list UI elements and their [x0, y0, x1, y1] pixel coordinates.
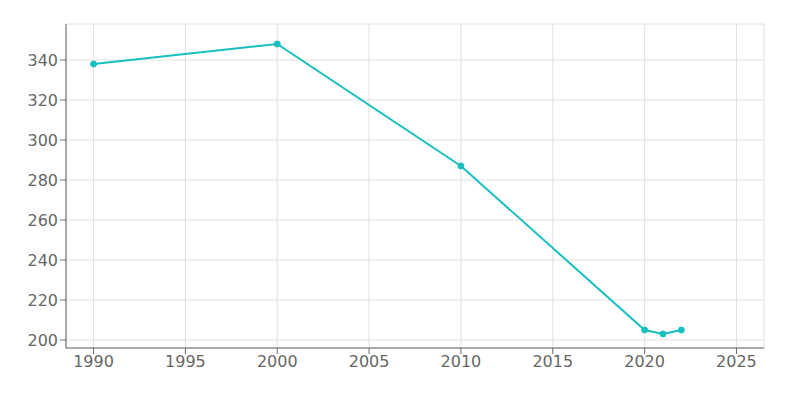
svg-text:220: 220	[27, 291, 58, 310]
svg-text:260: 260	[27, 211, 58, 230]
svg-text:2020: 2020	[624, 352, 665, 371]
svg-text:1990: 1990	[73, 352, 114, 371]
svg-text:2010: 2010	[441, 352, 482, 371]
svg-text:300: 300	[27, 131, 58, 150]
svg-text:2015: 2015	[532, 352, 573, 371]
svg-text:2025: 2025	[716, 352, 757, 371]
svg-text:200: 200	[27, 331, 58, 350]
svg-text:340: 340	[27, 51, 58, 70]
svg-text:240: 240	[27, 251, 58, 270]
svg-text:280: 280	[27, 171, 58, 190]
svg-text:2000: 2000	[257, 352, 298, 371]
svg-text:320: 320	[27, 91, 58, 110]
svg-text:2005: 2005	[349, 352, 390, 371]
svg-text:1995: 1995	[165, 352, 206, 371]
